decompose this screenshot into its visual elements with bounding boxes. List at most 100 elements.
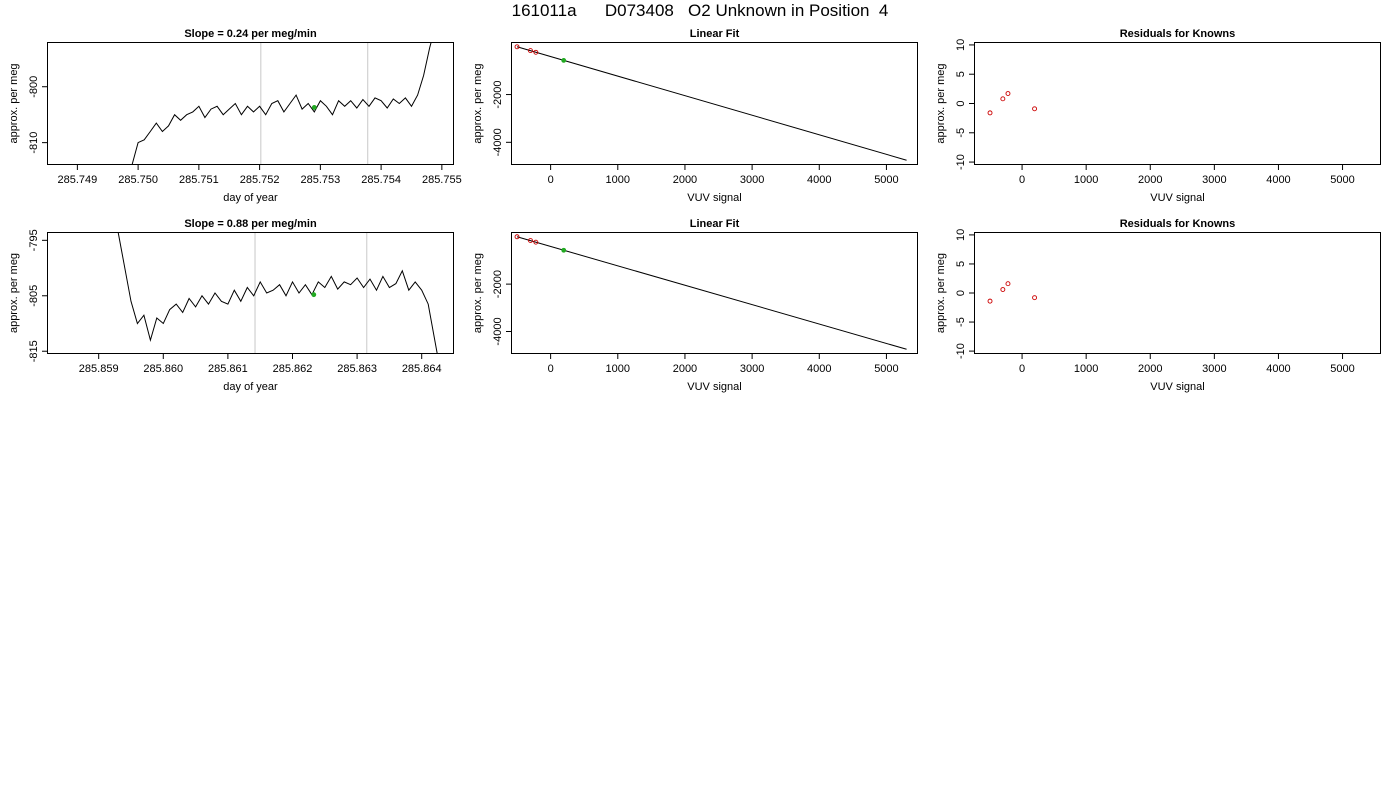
- x-tick-label: 1000: [606, 174, 630, 186]
- plot-frame: [47, 42, 454, 165]
- panel-5: Linear Fit 0 1000 2000 3000 4000 5000 -2000 -400…: [472, 218, 918, 393]
- x-tick-label: 285.755: [422, 174, 462, 186]
- y-tick-label: 5: [955, 261, 967, 267]
- known-point: [533, 49, 539, 55]
- panel-title: Residuals for Knowns: [1120, 28, 1236, 40]
- y-tick-label: 0: [955, 290, 967, 296]
- y-axis-label: approx. per meg: [472, 253, 484, 333]
- panel-title: Linear Fit: [690, 28, 740, 40]
- x-tick-label: 285.753: [300, 174, 340, 186]
- unknown-point: [561, 247, 567, 253]
- x-tick-label: 0: [1019, 174, 1025, 186]
- y-tick-label: 10: [955, 229, 967, 241]
- y-tick-label: -4000: [492, 317, 504, 345]
- unknown-point: [561, 57, 567, 63]
- known-point: [1005, 281, 1011, 287]
- x-tick-label: 4000: [1266, 174, 1290, 186]
- y-tick-label: 10: [955, 39, 967, 51]
- fit-line: [516, 46, 907, 161]
- known-point: [1000, 287, 1006, 292]
- panel-title: Slope = 0.88 per meg/min: [184, 218, 317, 230]
- known-point: [533, 239, 539, 245]
- y-tick-label: 5: [955, 71, 967, 77]
- x-tick-label: 285.863: [337, 363, 377, 375]
- y-tick-label: -5: [955, 128, 967, 138]
- x-tick-label: 285.754: [361, 174, 401, 186]
- y-tick-label: -800: [28, 76, 40, 98]
- known-point: [514, 234, 520, 240]
- x-tick-label: 4000: [807, 174, 831, 186]
- x-tick-label: 1000: [1074, 363, 1098, 375]
- x-tick-label: 5000: [1330, 174, 1354, 186]
- panel-title: Linear Fit: [690, 218, 740, 230]
- x-tick-label: 4000: [1266, 363, 1290, 375]
- x-axis-label: VUV signal: [687, 381, 741, 393]
- x-tick-label: 5000: [874, 174, 898, 186]
- x-tick-label: 285.749: [57, 174, 97, 186]
- fit-line: [516, 236, 907, 350]
- x-tick-label: 3000: [1202, 174, 1226, 186]
- unknown-point: [311, 292, 317, 298]
- panel-title: Residuals for Knowns: [1120, 218, 1236, 230]
- panel-1: Slope = 0.24 per meg/min 285.749 285.750 28…: [8, 28, 462, 204]
- x-tick-label: 3000: [740, 174, 764, 186]
- y-tick-label: -805: [28, 285, 40, 307]
- plot-frame: [511, 232, 918, 354]
- x-tick-label: 5000: [874, 363, 898, 375]
- known-point: [514, 44, 520, 50]
- x-tick-label: 1000: [606, 363, 630, 375]
- known-point: [987, 298, 993, 304]
- panel-4: Slope = 0.88 per meg/min 285.859 285.860 28…: [8, 218, 454, 393]
- known-point: [1005, 91, 1011, 96]
- x-tick-label: 285.861: [208, 363, 248, 375]
- x-tick-label: 4000: [807, 363, 831, 375]
- x-tick-label: 1000: [1074, 174, 1098, 186]
- figure-title: 161011a D073408 O2 Unknown in Position 4: [511, 1, 889, 20]
- panel-title: Slope = 0.24 per meg/min: [184, 28, 317, 40]
- y-tick-label: -810: [28, 132, 40, 154]
- y-axis-label: approx. per meg: [935, 253, 947, 333]
- y-tick-label: -4000: [492, 128, 504, 156]
- known-point: [987, 110, 993, 116]
- x-tick-label: 285.862: [273, 363, 313, 375]
- unknown-point: [311, 105, 317, 110]
- x-tick-label: 3000: [740, 363, 764, 375]
- x-tick-label: 285.750: [118, 174, 158, 186]
- y-tick-label: -795: [28, 229, 40, 251]
- y-tick-label: 0: [955, 100, 967, 106]
- plot-frame: [47, 232, 454, 354]
- panel-6: Residuals for Knowns 0 1000 2000 3000 4000 500…: [935, 218, 1381, 393]
- y-tick-label: -815: [28, 340, 40, 362]
- x-tick-label: 2000: [1138, 363, 1162, 375]
- panel-3: Residuals for Knowns 0 1000 2000 3000 4000 500…: [935, 28, 1381, 204]
- x-tick-label: 2000: [673, 363, 697, 375]
- x-axis-label: day of year: [223, 192, 278, 204]
- x-tick-label: 285.751: [179, 174, 219, 186]
- x-tick-label: 0: [548, 363, 554, 375]
- x-tick-label: 285.860: [143, 363, 183, 375]
- y-axis-label: approx. per meg: [8, 253, 20, 333]
- x-axis-label: day of year: [223, 381, 278, 393]
- y-tick-label: -10: [955, 154, 967, 170]
- y-axis-label: approx. per meg: [935, 63, 947, 143]
- y-axis-label: approx. per meg: [8, 63, 20, 143]
- x-tick-label: 5000: [1330, 363, 1354, 375]
- plot-frame: [974, 232, 1381, 354]
- y-axis-label: approx. per meg: [472, 63, 484, 143]
- x-tick-label: 2000: [673, 174, 697, 186]
- x-tick-label: 3000: [1202, 363, 1226, 375]
- plot-frame: [974, 42, 1381, 165]
- y-tick-label: -2000: [492, 80, 504, 108]
- known-point: [1000, 96, 1006, 102]
- y-tick-label: -10: [955, 343, 967, 359]
- known-point: [528, 238, 533, 243]
- x-axis-label: VUV signal: [687, 192, 741, 204]
- x-tick-label: 0: [548, 174, 554, 186]
- plot-frame: [511, 42, 918, 165]
- panel-2: Linear Fit 0 1000 2000 3000 4000 5000 -2000 -400…: [472, 28, 918, 204]
- y-tick-label: -5: [955, 317, 967, 327]
- x-tick-label: 285.864: [402, 363, 442, 375]
- known-point: [528, 48, 533, 54]
- x-axis-label: VUV signal: [1150, 192, 1204, 204]
